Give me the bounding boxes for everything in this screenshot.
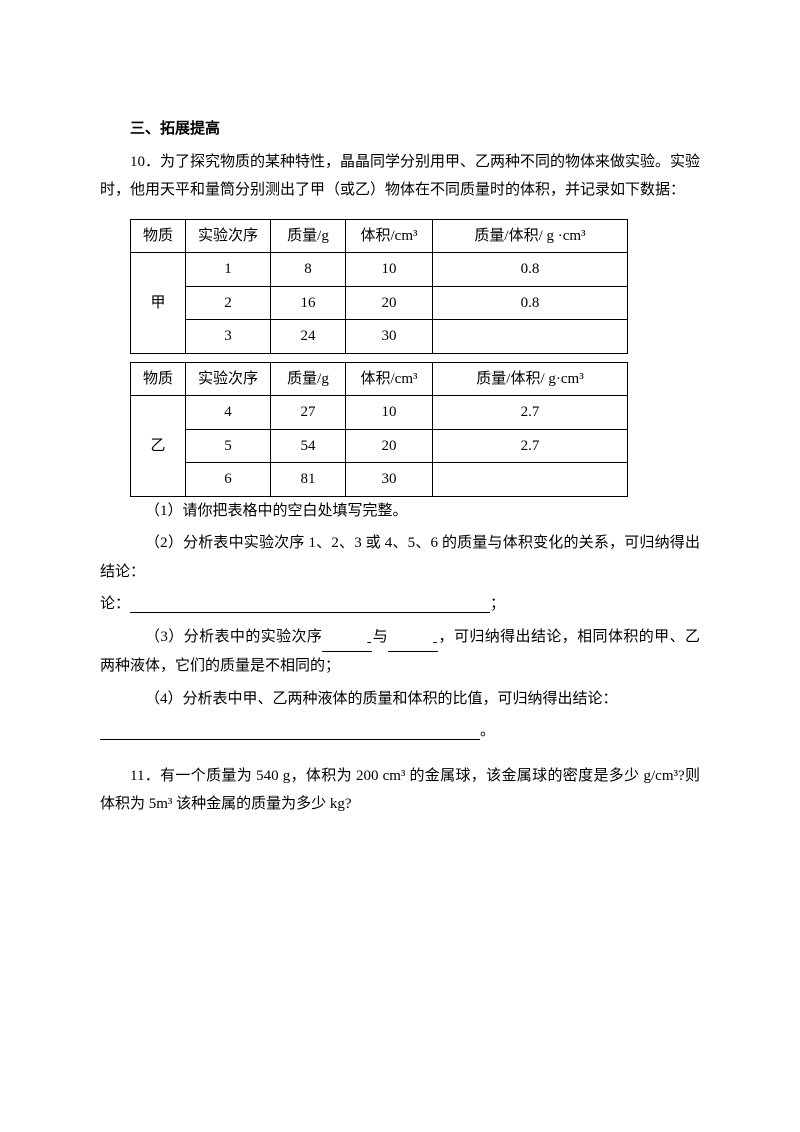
cell-ratio-blank bbox=[433, 463, 628, 497]
table-row: 甲 1 8 10 0.8 bbox=[131, 253, 628, 287]
cell-mass: 24 bbox=[271, 320, 346, 354]
th-mass: 质量/g bbox=[271, 219, 346, 253]
table-row: 乙 4 27 10 2.7 bbox=[131, 396, 628, 430]
cell-mass: 8 bbox=[271, 253, 346, 287]
q10-sub2: （2）分析表中实验次序 1、2、3 或 4、5、6 的质量与体积变化的关系，可归… bbox=[100, 529, 700, 586]
cell-volume: 30 bbox=[346, 463, 433, 497]
q10-sub4-blankline: 。 bbox=[100, 717, 700, 746]
table-row: 6 81 30 bbox=[131, 463, 628, 497]
table-row: 3 24 30 bbox=[131, 320, 628, 354]
cell-trial: 2 bbox=[186, 286, 271, 320]
q10-intro: 10．为了探究物质的某种特性，晶晶同学分别用甲、乙两种不同的物体来做实验。实验时… bbox=[100, 148, 700, 205]
fill-blank bbox=[130, 596, 490, 613]
table-row: 5 54 20 2.7 bbox=[131, 429, 628, 463]
cell-trial: 5 bbox=[186, 429, 271, 463]
q11-text: 11．有一个质量为 540 g，体积为 200 cm³ 的金属球，该金属球的密度… bbox=[100, 762, 700, 819]
cell-volume: 20 bbox=[346, 286, 433, 320]
th-ratio: 质量/体积/ g·cm³ bbox=[433, 362, 628, 396]
q10-sub4-text-b: 。 bbox=[480, 723, 495, 739]
q10-sub1: （1）请你把表格中的空白处填写完整。 bbox=[100, 497, 700, 526]
q10-sub3-text-a: （3）分析表中的实验次序 bbox=[145, 629, 322, 645]
th-substance: 物质 bbox=[131, 362, 186, 396]
fill-blank bbox=[322, 623, 372, 653]
cell-trial: 1 bbox=[186, 253, 271, 287]
substance-b-label: 乙 bbox=[131, 396, 186, 497]
q10-sub3: （3）分析表中的实验次序 与 ，可归纳得出结论，相同体积的甲、乙两种液体，它们的… bbox=[100, 623, 700, 681]
th-substance: 物质 bbox=[131, 219, 186, 253]
cell-mass: 16 bbox=[271, 286, 346, 320]
cell-volume: 20 bbox=[346, 429, 433, 463]
table-row: 2 16 20 0.8 bbox=[131, 286, 628, 320]
fill-blank bbox=[100, 723, 480, 740]
th-trial: 实验次序 bbox=[186, 219, 271, 253]
cell-volume: 30 bbox=[346, 320, 433, 354]
q10-sub4: （4）分析表中甲、乙两种液体的质量和体积的比值，可归纳得出结论： bbox=[100, 685, 700, 714]
q10-sub2-text-a: （2）分析表中实验次序 1、2、3 或 4、5、6 的质量与体积变化的关系，可归… bbox=[100, 535, 700, 580]
cell-ratio: 0.8 bbox=[433, 286, 628, 320]
cell-trial: 6 bbox=[186, 463, 271, 497]
table-substance-a: 物质 实验次序 质量/g 体积/cm³ 质量/体积/ g ·cm³ 甲 1 8 … bbox=[130, 219, 628, 354]
th-volume: 体积/cm³ bbox=[346, 362, 433, 396]
cell-trial: 4 bbox=[186, 396, 271, 430]
q10-sub2-text-b: ； bbox=[490, 596, 505, 612]
substance-a-label: 甲 bbox=[131, 253, 186, 354]
th-ratio: 质量/体积/ g ·cm³ bbox=[433, 219, 628, 253]
table-header-row: 物质 实验次序 质量/g 体积/cm³ 质量/体积/ g·cm³ bbox=[131, 362, 628, 396]
cell-mass: 54 bbox=[271, 429, 346, 463]
fill-blank bbox=[388, 623, 438, 653]
th-trial: 实验次序 bbox=[186, 362, 271, 396]
cell-mass: 81 bbox=[271, 463, 346, 497]
section-title: 三、拓展提高 bbox=[100, 115, 700, 144]
cell-trial: 3 bbox=[186, 320, 271, 354]
table-substance-b: 物质 实验次序 质量/g 体积/cm³ 质量/体积/ g·cm³ 乙 4 27 … bbox=[130, 362, 628, 497]
cell-mass: 27 bbox=[271, 396, 346, 430]
cell-volume: 10 bbox=[346, 253, 433, 287]
cell-ratio-blank bbox=[433, 320, 628, 354]
cell-ratio: 0.8 bbox=[433, 253, 628, 287]
cell-ratio: 2.7 bbox=[433, 396, 628, 430]
cell-volume: 10 bbox=[346, 396, 433, 430]
cell-ratio: 2.7 bbox=[433, 429, 628, 463]
th-volume: 体积/cm³ bbox=[346, 219, 433, 253]
table-header-row: 物质 实验次序 质量/g 体积/cm³ 质量/体积/ g ·cm³ bbox=[131, 219, 628, 253]
q10-sub2-blankline: 论：； bbox=[100, 590, 700, 619]
th-mass: 质量/g bbox=[271, 362, 346, 396]
q10-sub3-text-b: 与 bbox=[372, 629, 388, 645]
